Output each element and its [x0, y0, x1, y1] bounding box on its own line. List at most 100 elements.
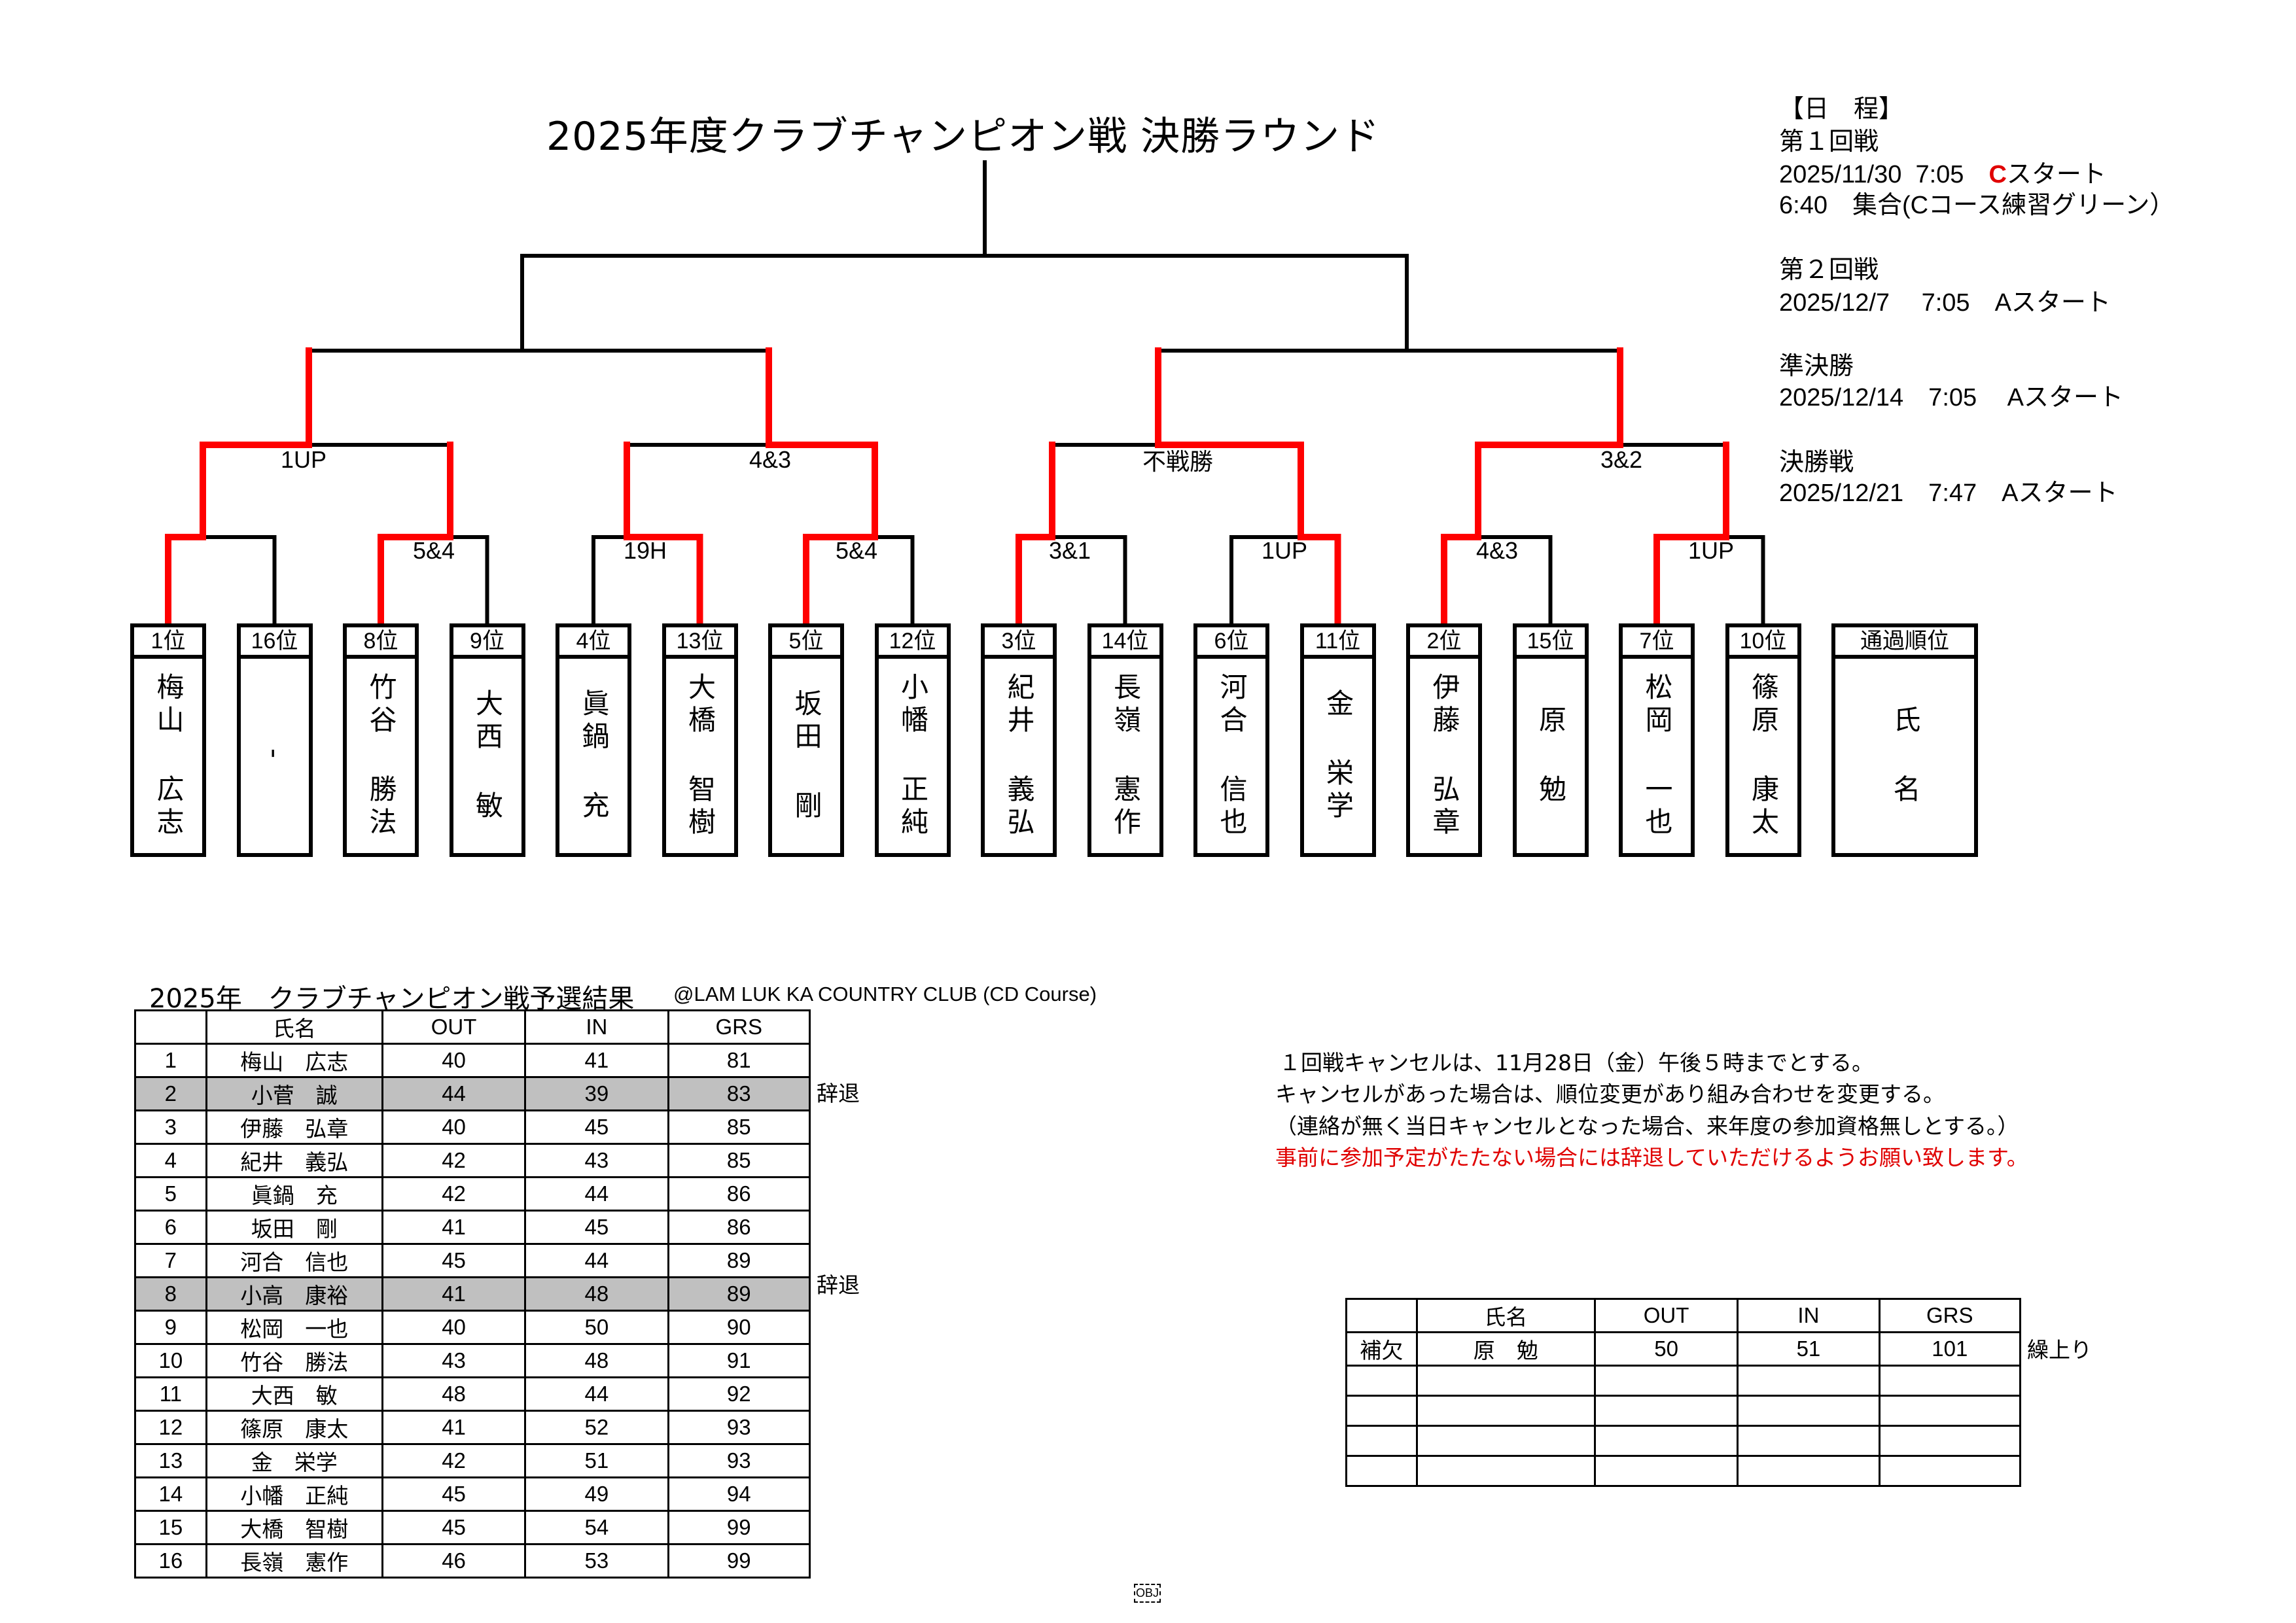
substitute-row-note: 繰上り [2027, 1336, 2092, 1363]
r1-result-label: 5&4 [412, 537, 455, 564]
given-name: 充 [578, 790, 610, 824]
r1-result-label: 3&1 [1048, 537, 1091, 564]
prelim-cell-rank: 12 [134, 1410, 207, 1445]
prelim-cell-in: 43 [524, 1143, 669, 1178]
qf-result-label: 4&3 [749, 446, 792, 473]
substitute-cell-in [1737, 1365, 1881, 1397]
prelim-cell-in: 45 [524, 1210, 669, 1245]
substitute-cell-grs [1878, 1395, 2022, 1427]
prelim-cell-grs: 91 [667, 1343, 811, 1378]
prelim-row: 3 伊藤 弘章 40 45 85 [134, 1109, 811, 1145]
prelim-cell-grs: 93 [667, 1410, 811, 1445]
player-name: 松岡 一也 [1623, 659, 1691, 853]
prelim-cell-in: 51 [524, 1443, 669, 1478]
given-name: 正純 [896, 774, 929, 840]
prelim-cell-in: 49 [524, 1476, 669, 1512]
given-name: 信也 [1216, 774, 1248, 840]
prelim-row: 6 坂田 剛 41 45 86 [134, 1210, 811, 1245]
prelim-cell-out: 41 [381, 1276, 527, 1312]
prelim-row: 8 小高 康裕 41 48 89 [134, 1276, 811, 1312]
round1-start-label: スタート [2006, 161, 2106, 188]
prelim-title: 2025年 クラブチャンピオン戦予選結果 [149, 984, 635, 1014]
prelim-cell-rank: 2 [134, 1076, 207, 1111]
prelim-cell-out: 40 [381, 1043, 527, 1078]
seed-box: 7位 松岡 一也 [1619, 623, 1695, 857]
prelim-cell-rank: 15 [134, 1510, 207, 1545]
prelim-cell-rank: 14 [134, 1476, 207, 1512]
prelim-cell-name: 梅山 広志 [205, 1043, 383, 1078]
player-name: 大西敏 [453, 659, 521, 853]
prelim-row: 12 篠原 康太 41 52 93 [134, 1410, 811, 1445]
note-line-3: （連絡が無く当日キャンセルとなった場合、来年度の参加資格無しとする。） [1275, 1113, 2019, 1139]
given-name: 栄学 [1322, 758, 1354, 824]
column-header: OUT [381, 1009, 527, 1045]
prelim-cell-out: 42 [381, 1143, 527, 1178]
prelim-results-table: 氏名 OUT IN GRS 1 梅山 広志 40 41 81 2 小菅 誠 44 39 83 3 伊藤 弘章 4… [134, 1009, 811, 1579]
qf-result-label: 3&2 [1600, 446, 1643, 473]
substitute-cell-name [1415, 1365, 1596, 1397]
family-name: 坂田 [790, 688, 822, 754]
seed-rank: 12位 [878, 627, 947, 659]
seed-box: 5位 坂田剛 [768, 623, 844, 857]
prelim-cell-rank: 4 [134, 1143, 207, 1178]
family-name: 長嶺 [1109, 672, 1142, 738]
round1-label: 第１回戦 [1779, 128, 1879, 156]
seed-box: 16位 - [236, 623, 313, 857]
legend-box: 通過順位 氏名 [1831, 623, 1978, 857]
semi-label: 準決勝 [1779, 353, 1854, 380]
prelim-cell-out: 40 [381, 1310, 527, 1345]
player-name: 大橋 智樹 [666, 659, 734, 853]
seed-rank: 11位 [1303, 627, 1372, 659]
prelim-cell-rank: 10 [134, 1343, 207, 1378]
substitute-row: 補欠原 勉 50 51 101 [1345, 1331, 2022, 1367]
prelim-cell-out: 40 [381, 1109, 527, 1145]
family-name: 眞鍋 [578, 688, 610, 754]
prelim-row: 13 金 栄学 42 51 93 [134, 1443, 811, 1478]
family-name: 河合 [1216, 672, 1248, 738]
prelim-venue: @LAM LUK KA COUNTRY CLUB (CD Course) [673, 983, 1097, 1005]
prelim-cell-rank: 9 [134, 1310, 207, 1345]
prelim-cell-rank: 3 [134, 1109, 207, 1145]
family-name: 竹谷 [365, 672, 397, 738]
prelim-cell-grs: 89 [667, 1243, 811, 1278]
family-name: 篠原 [1747, 672, 1780, 738]
final-date: 2025/12/21 7:47 Aスタート [1779, 480, 2118, 507]
prelim-cell-grs: 92 [667, 1376, 811, 1412]
r1-result-label: 5&4 [835, 537, 878, 564]
seed-box: 8位 竹谷 勝法 [343, 623, 419, 857]
column-header: 氏名 [205, 1009, 383, 1045]
prelim-cell-in: 45 [524, 1109, 669, 1145]
family-name: 伊藤 [1428, 672, 1460, 738]
prelim-cell-name: 小幡 正純 [205, 1476, 383, 1512]
prelim-cell-out: 45 [381, 1510, 527, 1545]
column-header: 氏名 [1415, 1298, 1596, 1333]
seed-box: 11位 金栄学 [1299, 623, 1376, 857]
player-name: 原勉 [1517, 659, 1585, 853]
prelim-cell-name: 小菅 誠 [205, 1076, 383, 1111]
prelim-cell-rank: 11 [134, 1376, 207, 1412]
header-row: 氏名 OUT IN GRS [134, 1009, 811, 1045]
given-name: 広志 [152, 774, 185, 840]
prelim-row: 2 小菅 誠 44 39 83 [134, 1076, 811, 1111]
column-header [1345, 1298, 1418, 1333]
seed-box: 3位 紀井 義弘 [981, 623, 1057, 857]
round2-date: 2025/12/7 7:05 Aスタート [1779, 289, 2111, 317]
prelim-cell-grs: 83 [667, 1076, 811, 1111]
substitute-row [1345, 1365, 2022, 1397]
prelim-cell-rank: 7 [134, 1243, 207, 1278]
substitute-cell-name: 原 勉 [1415, 1331, 1596, 1367]
round2-label: 第２回戦 [1779, 256, 1879, 284]
object-placeholder-mark: OBJ [1134, 1584, 1161, 1603]
player-name: 長嶺 憲作 [1091, 659, 1159, 853]
given-name: 剛 [790, 790, 822, 824]
given-name: 勝法 [365, 774, 397, 840]
prelim-cell-rank: 6 [134, 1210, 207, 1245]
prelim-cell-name: 紀井 義弘 [205, 1143, 383, 1178]
prelim-cell-in: 44 [524, 1176, 669, 1212]
player-name: 紀井 義弘 [985, 659, 1053, 853]
prelim-cell-name: 伊藤 弘章 [205, 1109, 383, 1145]
substitute-cell-in [1737, 1425, 1881, 1457]
qf-result-label: 1UP [280, 446, 327, 473]
column-header: GRS [1878, 1298, 2022, 1333]
seed-box: 10位 篠原 康太 [1725, 623, 1801, 857]
